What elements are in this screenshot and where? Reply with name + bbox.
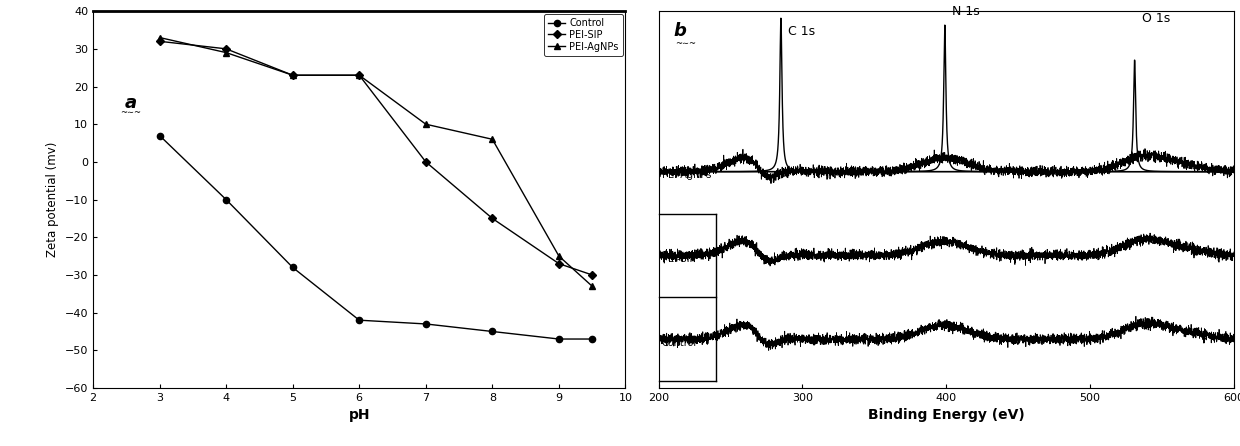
Control [285,265,300,270]
PEI-AgNPs [153,35,167,40]
Legend: Control, PEI-SIP, PEI-AgNPs: Control, PEI-SIP, PEI-AgNPs [544,14,622,56]
Control [418,321,433,326]
PEI-AgNPs [552,253,567,259]
PEI-AgNPs [285,73,300,78]
Text: C 1s: C 1s [789,25,815,38]
Control [585,336,600,342]
Control [485,329,500,334]
PEI-SIP [285,73,300,78]
PEI-AgNPs [485,136,500,142]
PEI-AgNPs [352,73,367,78]
Text: ~∼~: ~∼~ [119,109,140,118]
Text: N 1s: N 1s [952,5,980,18]
Text: O 1s: O 1s [1142,12,1171,25]
Text: a: a [125,94,138,112]
Control [153,133,167,138]
X-axis label: Binding Energy (eV): Binding Energy (eV) [868,409,1024,422]
Y-axis label: Zeta potential (mv): Zeta potential (mv) [46,142,60,257]
Text: PEI-AgNPs: PEI-AgNPs [662,170,711,180]
PEI-AgNPs [585,284,600,289]
Control [218,197,233,202]
Line: PEI-SIP: PEI-SIP [156,38,595,278]
PEI-SIP [218,46,233,52]
PEI-SIP [352,73,367,78]
PEI-SIP [585,272,600,277]
PEI-SIP [552,261,567,266]
PEI-SIP [153,39,167,44]
Line: Control: Control [156,132,595,342]
PEI-AgNPs [418,122,433,127]
PEI-AgNPs [218,50,233,55]
PEI-SIP [418,159,433,165]
Text: ~∼~: ~∼~ [675,39,696,49]
Text: b: b [673,22,686,41]
Text: PEI-SIP: PEI-SIP [662,254,696,264]
X-axis label: pH: pH [348,409,370,422]
Control [352,318,367,323]
Text: Control: Control [662,338,697,347]
PEI-SIP [485,216,500,221]
Line: PEI-AgNPs: PEI-AgNPs [156,34,595,289]
Control [552,336,567,342]
